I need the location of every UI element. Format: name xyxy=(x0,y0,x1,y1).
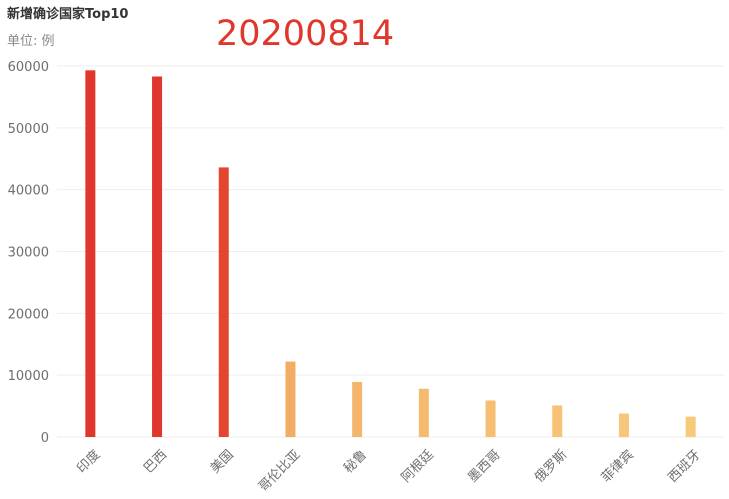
y-tick-label: 30000 xyxy=(8,246,49,261)
x-tick-label: 墨西哥 xyxy=(465,447,503,485)
bar[interactable] xyxy=(618,413,629,437)
bar[interactable] xyxy=(352,381,363,437)
x-tick-label: 西班牙 xyxy=(666,447,704,485)
bars xyxy=(85,70,696,438)
bar[interactable] xyxy=(685,416,696,437)
y-tick-label: 20000 xyxy=(8,307,49,322)
x-tick-label: 哥伦比亚 xyxy=(256,447,303,494)
bar[interactable] xyxy=(218,167,229,437)
x-tick-label: 印度 xyxy=(74,447,104,477)
bar[interactable] xyxy=(152,76,163,438)
x-tick-label: 阿根廷 xyxy=(399,447,437,485)
bar[interactable] xyxy=(85,70,96,437)
bar[interactable] xyxy=(418,388,429,437)
grid-lines xyxy=(57,65,724,438)
bar[interactable] xyxy=(552,405,563,437)
chart-title: 新增确诊国家Top10 xyxy=(7,7,129,22)
x-tick-label: 菲律宾 xyxy=(598,447,637,486)
y-tick-label: 60000 xyxy=(8,60,49,75)
bar[interactable] xyxy=(485,400,496,437)
y-tick-label: 40000 xyxy=(8,184,49,199)
y-tick-label: 10000 xyxy=(8,369,49,384)
x-axis-ticks: 印度 巴西 美国 哥伦比亚 秘鲁 阿根廷 墨西哥 俄罗斯 菲律宾 西班牙 xyxy=(74,447,704,495)
x-tick-label: 巴西 xyxy=(141,447,170,476)
bar[interactable] xyxy=(285,361,296,437)
y-tick-label: 0 xyxy=(41,431,49,446)
x-tick-label: 秘鲁 xyxy=(341,447,370,476)
x-tick-label: 美国 xyxy=(208,447,237,476)
x-tick-label: 俄罗斯 xyxy=(532,447,570,485)
y-axis-ticks: 0 10000 20000 30000 40000 50000 60000 xyxy=(8,60,49,446)
unit-label: 单位: 例 xyxy=(7,34,55,49)
date-label: 20200814 xyxy=(216,14,395,54)
y-tick-label: 50000 xyxy=(8,122,49,137)
